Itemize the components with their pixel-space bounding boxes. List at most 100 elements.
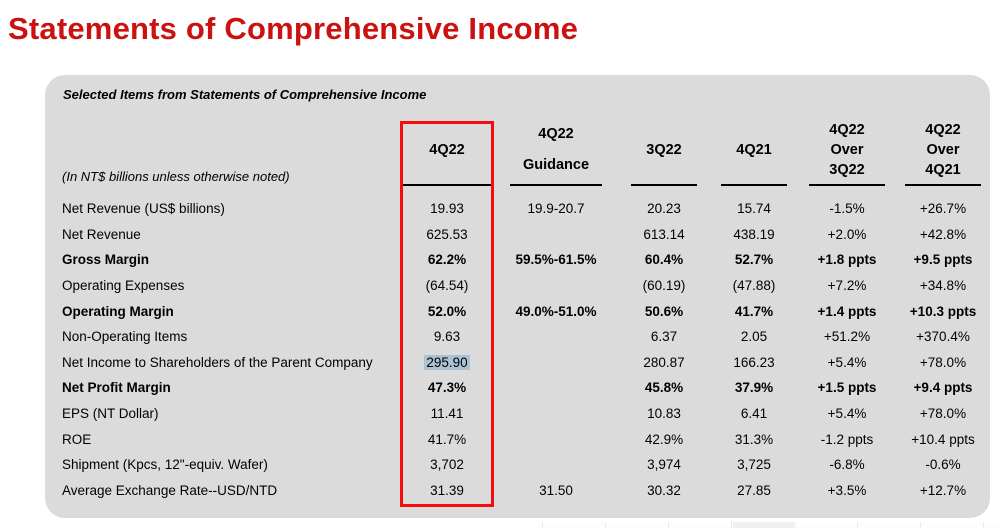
value-cell bbox=[494, 401, 618, 427]
row-label: EPS (NT Dollar) bbox=[62, 406, 159, 422]
row-label: Gross Margin bbox=[62, 252, 150, 268]
row-label: Net Profit Margin bbox=[62, 380, 171, 396]
value-cell: 6.41 bbox=[740, 406, 768, 422]
column-header-3q22: 3Q22 bbox=[618, 121, 710, 186]
table-row: Net Revenue (US$ billions) 19.93 19.9-20.7… bbox=[58, 196, 990, 222]
column-header-4q22-over-4q21: 4Q22 Over 4Q21 bbox=[896, 121, 990, 186]
row-label: Shipment (Kpcs, 12"-equiv. Wafer) bbox=[62, 457, 268, 473]
value-cell: (47.88) bbox=[732, 278, 776, 294]
value-cell: 31.50 bbox=[539, 482, 573, 498]
value-cell: +370.4% bbox=[916, 329, 970, 345]
table-row: Non-Operating Items 9.63 6.37 2.05 +51.2% +37… bbox=[58, 324, 990, 350]
row-label: Average Exchange Rate--USD/NTD bbox=[62, 482, 278, 498]
value-cell: 15.74 bbox=[737, 201, 771, 217]
value-cell: +10.4 ppts bbox=[911, 431, 975, 447]
value-cell bbox=[494, 273, 618, 299]
column-header-label: 3Q22 bbox=[646, 141, 682, 158]
value-cell: 11.41 bbox=[430, 406, 464, 422]
table-row: ROE 41.7% 42.9% 31.3% -1.2 ppts +10.4 ppts bbox=[58, 426, 990, 452]
header-underline bbox=[400, 184, 494, 186]
value-cell: 52.7% bbox=[734, 252, 774, 268]
value-cell: 438.19 bbox=[733, 226, 775, 242]
value-cell: (64.54) bbox=[425, 278, 469, 294]
value-cell: +3.5% bbox=[827, 482, 867, 498]
column-header-4q22-guidance: 4Q22 Guidance bbox=[494, 121, 618, 186]
page-title: Statements of Comprehensive Income bbox=[8, 11, 579, 46]
value-cell bbox=[494, 222, 618, 248]
value-cell: -1.5% bbox=[829, 201, 865, 217]
value-cell: +78.0% bbox=[919, 354, 967, 370]
value-cell: +78.0% bbox=[919, 406, 967, 422]
value-cell: 49.0%-51.0% bbox=[515, 303, 597, 319]
selected-text-highlight[interactable]: 295.90 bbox=[424, 354, 470, 370]
header-underline bbox=[631, 184, 697, 186]
column-header-4q22: 4Q22 bbox=[400, 121, 494, 186]
value-cell: -1.2 ppts bbox=[820, 431, 874, 447]
value-cell: 625.53 bbox=[426, 226, 468, 242]
income-statement-table: (In NT$ billions unless otherwise noted)… bbox=[58, 121, 990, 503]
header-underline bbox=[905, 184, 981, 186]
row-label: Operating Margin bbox=[62, 303, 174, 319]
value-cell: +42.8% bbox=[919, 226, 967, 242]
table-row: Gross Margin 62.2% 59.5%-61.5% 60.4% 52.7% +1… bbox=[58, 247, 990, 273]
value-cell: +9.4 ppts bbox=[913, 380, 973, 396]
column-header-4q21: 4Q21 bbox=[710, 121, 798, 186]
value-cell: 20.23 bbox=[647, 201, 681, 217]
value-cell: 280.87 bbox=[643, 354, 685, 370]
value-cell: 47.3% bbox=[427, 380, 467, 396]
value-cell bbox=[494, 350, 618, 376]
value-cell: -6.8% bbox=[829, 457, 865, 473]
table-row: EPS (NT Dollar) 11.41 10.83 6.41 +5.4% +78.0% bbox=[58, 401, 990, 427]
value-cell: +1.4 ppts bbox=[817, 303, 877, 319]
panel-subtitle: Selected Items from Statements of Compre… bbox=[63, 87, 427, 102]
value-cell: +51.2% bbox=[823, 329, 871, 345]
value-cell: 613.14 bbox=[643, 226, 685, 242]
value-cell: +34.8% bbox=[919, 278, 967, 294]
value-cell: +1.5 ppts bbox=[817, 380, 877, 396]
value-cell: 9.63 bbox=[433, 329, 461, 345]
value-cell: +5.4% bbox=[827, 406, 867, 422]
column-header-row-labels: (In NT$ billions unless otherwise noted) bbox=[58, 121, 400, 186]
table-row: Net Income to Shareholders of the Parent… bbox=[58, 350, 990, 376]
row-label: Non-Operating Items bbox=[62, 329, 188, 345]
column-header-label: 4Q22 Over 3Q22 bbox=[829, 121, 865, 178]
row-label: Net Income to Shareholders of the Parent… bbox=[62, 354, 373, 370]
value-cell: (60.19) bbox=[642, 278, 686, 294]
value-cell: 42.9% bbox=[644, 431, 684, 447]
column-header-label: 4Q22 bbox=[429, 141, 465, 158]
value-cell: 27.85 bbox=[737, 482, 771, 498]
header-underline bbox=[809, 184, 885, 186]
table-row: Operating Margin 52.0% 49.0%-51.0% 50.6% 41.… bbox=[58, 298, 990, 324]
value-cell bbox=[494, 426, 618, 452]
value-cell: 45.8% bbox=[644, 380, 684, 396]
value-cell: +10.3 ppts bbox=[909, 303, 977, 319]
column-header-label: 4Q21 bbox=[736, 141, 772, 158]
units-note: (In NT$ billions unless otherwise noted) bbox=[62, 169, 290, 184]
value-cell: 50.6% bbox=[644, 303, 684, 319]
content-panel: Selected Items from Statements of Compre… bbox=[45, 75, 990, 518]
value-cell: -0.6% bbox=[925, 457, 961, 473]
spacer-row bbox=[58, 186, 990, 196]
table-row: Net Profit Margin 47.3% 45.8% 37.9% +1.5 ppt… bbox=[58, 375, 990, 401]
row-label: Net Revenue (US$ billions) bbox=[62, 201, 225, 217]
value-cell: 59.5%-61.5% bbox=[515, 252, 597, 268]
value-cell: 3,974 bbox=[647, 457, 681, 473]
value-cell: 3,702 bbox=[430, 457, 464, 473]
row-label: ROE bbox=[62, 431, 92, 447]
value-cell: +1.8 ppts bbox=[817, 252, 877, 268]
column-header-label: 4Q22 Over 4Q21 bbox=[925, 121, 961, 178]
value-cell bbox=[494, 375, 618, 401]
value-cell: 41.7% bbox=[734, 303, 774, 319]
value-cell: +7.2% bbox=[827, 278, 867, 294]
income-statement-table-wrap: (In NT$ billions unless otherwise noted)… bbox=[58, 121, 990, 503]
value-cell: 295.90 bbox=[400, 350, 494, 376]
table-row: Shipment (Kpcs, 12"-equiv. Wafer) 3,702 3,… bbox=[58, 452, 990, 478]
value-cell: 31.3% bbox=[734, 431, 774, 447]
value-cell: +12.7% bbox=[919, 482, 967, 498]
value-cell bbox=[494, 452, 618, 478]
value-cell: +9.5 ppts bbox=[913, 252, 973, 268]
header-row: (In NT$ billions unless otherwise noted)… bbox=[58, 121, 990, 186]
column-header-label: 4Q22 Guidance bbox=[522, 126, 590, 173]
value-cell: 62.2% bbox=[427, 252, 467, 268]
